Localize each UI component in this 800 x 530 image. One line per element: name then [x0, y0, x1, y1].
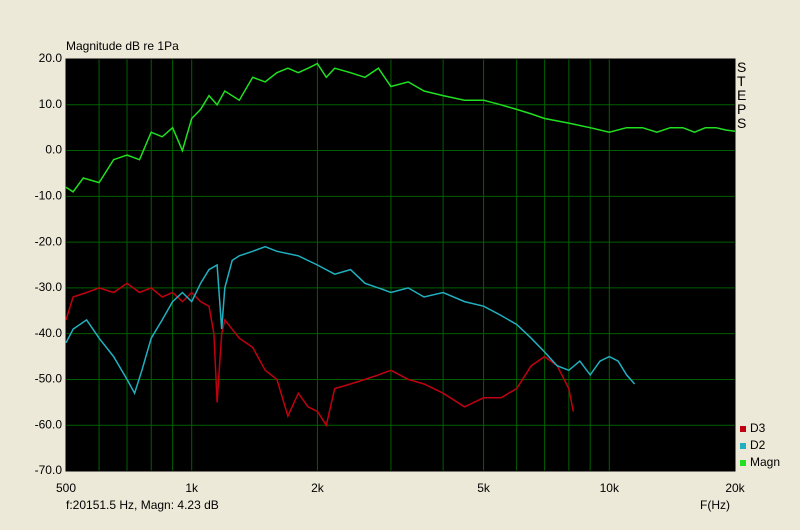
y-tick-label: -20.0 — [35, 234, 63, 248]
y-tick-label: -30.0 — [35, 280, 63, 294]
y-tick-label: 20.0 — [39, 51, 63, 65]
steps-label: STEPS — [737, 59, 747, 131]
cursor-readout: f:20151.5 Hz, Magn: 4.23 dB — [66, 498, 219, 512]
legend-label: Magn — [750, 455, 780, 469]
y-tick-label: -50.0 — [35, 372, 63, 386]
series-line — [65, 282, 575, 428]
legend-swatch — [740, 443, 746, 449]
series-line — [65, 245, 636, 396]
x-tick-label: 10k — [600, 481, 620, 495]
legend-swatch — [740, 426, 746, 432]
x-tick-label: 2k — [311, 481, 325, 495]
y-tick-label: 0.0 — [45, 143, 62, 157]
y-axis-label: Magnitude dB re 1Pa — [66, 39, 179, 53]
plot-area — [66, 59, 735, 471]
series-line — [65, 62, 736, 193]
legend-label: D2 — [750, 438, 766, 452]
y-tick-label: -40.0 — [35, 326, 63, 340]
y-tick-label: -60.0 — [35, 417, 63, 431]
x-axis-label: F(Hz) — [700, 498, 730, 512]
y-tick-label: -70.0 — [35, 463, 63, 477]
x-tick-label: 5k — [477, 481, 491, 495]
legend-swatch — [740, 460, 746, 466]
y-tick-label: 10.0 — [39, 97, 63, 111]
x-tick-label: 500 — [56, 481, 76, 495]
x-tick-label: 20k — [725, 481, 745, 495]
y-tick-label: -10.0 — [35, 189, 63, 203]
x-tick-label: 1k — [185, 481, 199, 495]
plot-border — [65, 58, 736, 472]
legend-label: D3 — [750, 421, 766, 435]
